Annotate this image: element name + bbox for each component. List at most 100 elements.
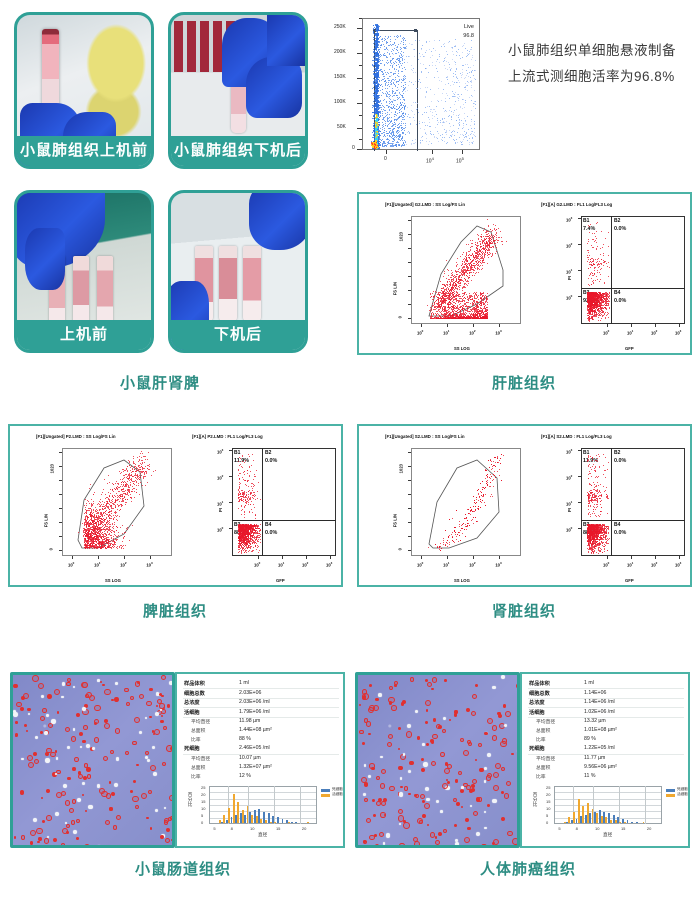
xtick-label: 105 <box>456 156 464 165</box>
xtick-label: 100 <box>68 561 74 567</box>
cell-marker-live <box>42 708 47 713</box>
histogram-xtick: 15 <box>276 826 280 831</box>
cell-marker-live <box>159 703 165 709</box>
cell-marker-dead <box>383 842 385 844</box>
xtick-label: 101 <box>627 561 633 567</box>
cell-marker-dead <box>455 842 459 845</box>
cell-marker-live <box>506 781 511 786</box>
cell-marker-dead <box>61 696 64 699</box>
cell-marker-live <box>363 840 367 844</box>
cell-marker-live <box>134 717 140 723</box>
counter-row-key: 样品体积 <box>529 680 550 687</box>
cell-marker-live <box>104 689 111 696</box>
cell-marker-live <box>157 699 162 704</box>
counter-table-intestine: 样品体积 1 ml 细胞总数 2.03E+06 总浓度 2.03E+06 /ml 活细胞 1.… <box>175 672 345 848</box>
histogram-ytick: 5 <box>546 813 548 818</box>
cell-marker-dead <box>504 724 507 727</box>
cell-marker-dead <box>484 827 486 829</box>
cell-marker-live <box>391 705 397 711</box>
cell-marker-live <box>417 736 421 740</box>
xtick-label: 102 <box>469 561 475 567</box>
cell-marker-live <box>476 797 481 802</box>
cell-marker-live <box>82 682 88 688</box>
cell-marker-dead <box>461 786 464 789</box>
cell-marker-live <box>76 819 80 823</box>
cell-marker-dead <box>28 713 30 715</box>
cell-marker-live <box>66 682 71 687</box>
yaxis-label: PI <box>567 276 572 280</box>
cell-marker-live <box>33 752 37 756</box>
cell-marker-live <box>67 678 71 682</box>
ytick-label: 103 <box>566 216 572 222</box>
cell-marker-live <box>410 677 415 682</box>
ytick-label: 100 <box>566 526 572 532</box>
histogram-bar-dead <box>291 822 293 823</box>
cell-marker-live <box>463 783 467 787</box>
counter-row-key: 细胞总数 <box>529 690 550 697</box>
flow-panel-spleen: [F1][Ungated] P2.LMD : SS Log/FS Lin [F1… <box>8 424 343 587</box>
cell-marker-live <box>381 769 386 774</box>
cell-marker-dead <box>21 758 24 761</box>
counter-row-value: 1.79E+06 /ml <box>239 709 270 715</box>
histogram-xtick: 8 <box>576 826 578 831</box>
cell-marker-live <box>44 838 50 844</box>
cell-marker-dead <box>440 810 443 813</box>
cell-marker-dead <box>487 753 491 757</box>
cell-marker-dead <box>63 784 67 788</box>
legend-label-live: 活细胞 <box>677 792 688 797</box>
cell-marker-live <box>67 777 71 781</box>
cell-marker-live <box>444 679 447 682</box>
xtick-label: 101 <box>443 329 449 335</box>
histogram-bar-dead <box>277 817 279 823</box>
cell-marker-live <box>433 718 436 721</box>
ytick-label: 50K <box>337 124 346 130</box>
cell-marker-live <box>146 817 149 820</box>
counter-row-value: 1.14E+06 <box>584 690 606 696</box>
cell-marker-live <box>94 705 101 712</box>
ytick-label: 0 <box>352 145 355 151</box>
yaxis-label: FS LIN <box>392 282 397 295</box>
cell-marker-live <box>16 702 22 708</box>
counter-row-key: 细胞总数 <box>184 690 205 697</box>
cell-marker-live <box>150 827 152 829</box>
counter-row-key: 活细胞 <box>529 709 545 716</box>
micrograph-intestine <box>13 675 172 845</box>
counter-row-value: 11 % <box>584 773 595 779</box>
histogram-xtick: 10 <box>250 826 254 831</box>
histogram-xtick: 10 <box>595 826 599 831</box>
ytick-top-label: 1023 <box>398 232 403 241</box>
cell-marker-live <box>103 756 108 761</box>
counter-row-key: 比率 <box>536 736 546 743</box>
xtick-label: 100 <box>417 561 423 567</box>
xtick-label: 0 <box>384 156 387 162</box>
cell-marker-live <box>399 843 404 845</box>
cell-marker-dead <box>408 770 411 773</box>
histogram-ytick: 25 <box>201 785 205 790</box>
cell-marker-live <box>160 835 164 839</box>
cell-marker-live <box>398 748 400 750</box>
cell-marker-live <box>139 694 144 699</box>
cell-marker-live <box>463 750 469 756</box>
cell-marker-dead <box>77 798 82 803</box>
yaxis-label: PI <box>567 508 572 512</box>
cell-marker-live <box>466 708 471 713</box>
cell-marker-live <box>41 797 43 799</box>
cell-marker-dead <box>114 783 118 787</box>
histogram-bar-dead <box>295 822 297 823</box>
scatter-cloud-fl1-fl3 <box>232 448 336 556</box>
cell-marker-live <box>493 785 499 791</box>
counter-row-key: 活细胞 <box>184 709 200 716</box>
cell-marker-dead <box>400 777 403 780</box>
cell-marker-live <box>69 808 74 813</box>
cell-marker-dead <box>422 743 425 746</box>
cell-marker-dead <box>153 772 157 776</box>
cell-marker-live <box>381 801 386 806</box>
cell-marker-live <box>406 731 413 738</box>
xtick-label: 102 <box>302 561 308 567</box>
cell-marker-dead <box>46 714 49 717</box>
cell-marker-live <box>100 681 103 684</box>
cell-marker-live <box>420 794 425 799</box>
xaxis-label: SS LOG <box>454 578 470 583</box>
ytick-bottom-label: 0 <box>397 548 402 550</box>
scatter-cloud-fs-ss <box>62 448 172 556</box>
